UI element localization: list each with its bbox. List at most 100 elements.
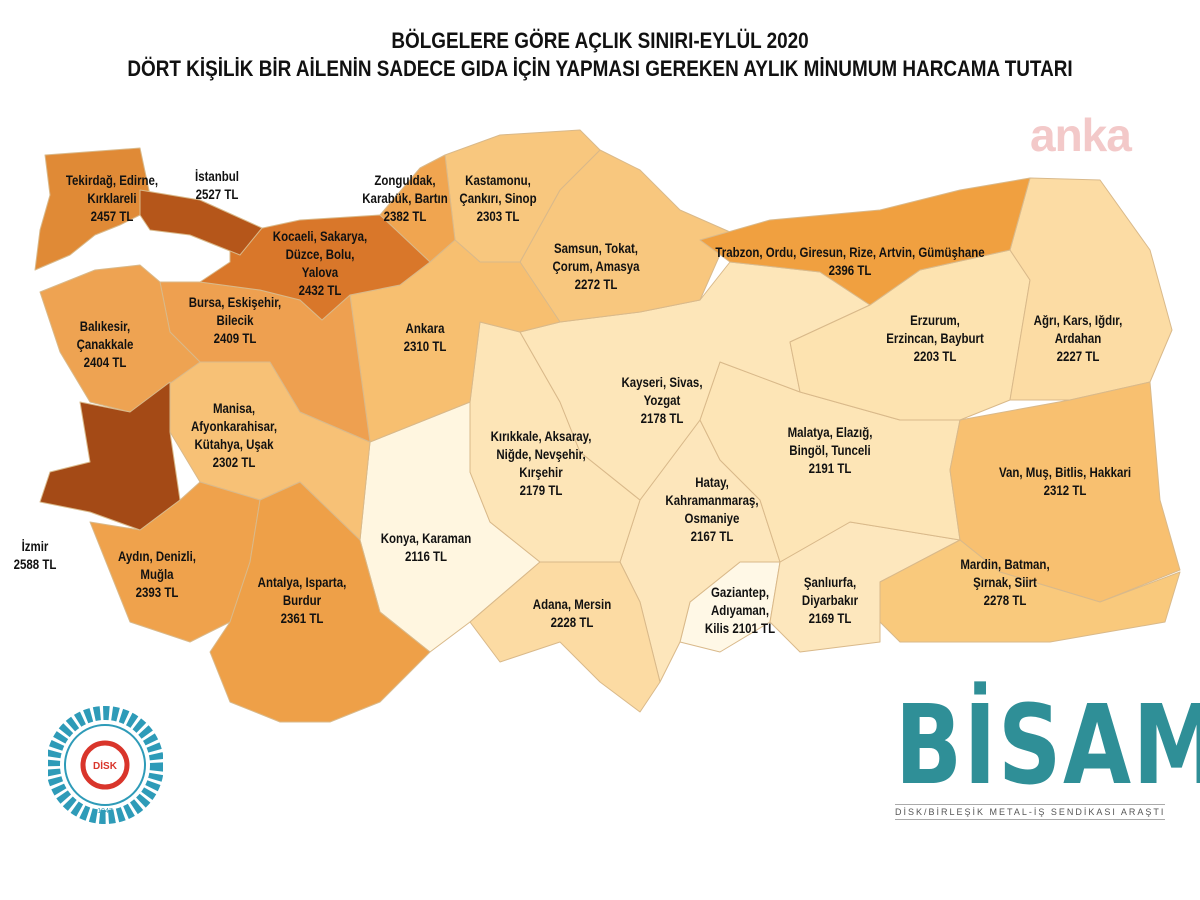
region-name-line: Van, Muş, Bitlis, Hakkari: [998, 465, 1132, 480]
region-name-line: Kastamonu,: [465, 173, 531, 188]
region-name-line: Niğde, Nevşehir,: [496, 447, 586, 462]
region-name-line: Konya, Karaman: [380, 531, 472, 546]
region-name-line: Kütahya, Uşak: [194, 437, 274, 452]
region-label-hatay: Hatay, Kahramanmaraş, Osmaniye 2167 TL: [665, 474, 758, 546]
region-label-kocaeli: Kocaeli, Sakarya, Düzce, Bolu, Yalova 2432 …: [273, 228, 367, 300]
region-label-istanbul: İstanbul 2527 TL: [195, 168, 239, 204]
region-name-line: Kilis 2101 TL: [704, 621, 776, 636]
region-name-line: Trabzon, Ordu, Giresun, Rize, Artvin, Gü…: [715, 245, 985, 260]
region-label-adana: Adana, Mersin 2228 TL: [533, 596, 611, 632]
region-van: [949, 381, 1181, 603]
region-istanbul: [139, 189, 263, 256]
region-name-line: Kocaeli, Sakarya,: [272, 229, 368, 244]
bisam-logo: BİSAM DİSK/BİRLEŞİK METAL-İŞ SENDİKASI A…: [895, 690, 1200, 830]
region-name-line: Manisa,: [212, 401, 256, 416]
region-name-line: Aydın, Denizli,: [117, 549, 197, 564]
region-label-samsun: Samsun, Tokat, Çorum, Amasya 2272 TL: [553, 240, 640, 294]
region-value: 2191 TL: [808, 461, 852, 476]
map-subtitle: DÖRT KİŞİLİK BİR AİLENİN SADECE GIDA İÇİ…: [127, 56, 1073, 81]
region-name-line: Tekirdağ, Edirne,: [65, 173, 159, 188]
region-value: 2393 TL: [135, 585, 179, 600]
region-name-line: Yozgat: [643, 393, 681, 408]
map-title: BÖLGELERE GÖRE AÇLIK SINIRI-EYLÜL 2020: [391, 28, 809, 53]
region-name-line: Kahramanmaraş,: [665, 493, 759, 508]
region-name-line: Karabük, Bartın: [362, 191, 448, 206]
region-label-van: Van, Muş, Bitlis, Hakkari 2312 TL: [999, 464, 1131, 500]
region-name-line: Ağrı, Kars, Iğdır,: [1033, 313, 1123, 328]
region-label-kayseri: Kayseri, Sivas, Yozgat 2178 TL: [621, 374, 702, 428]
region-label-malatya: Malatya, Elazığ, Bingöl, Tunceli 2191 TL: [788, 424, 873, 478]
region-value: 2457 TL: [90, 209, 134, 224]
region-value: 2396 TL: [828, 263, 872, 278]
region-name-line: Yalova: [301, 265, 339, 280]
region-name-line: Kırıkkale, Aksaray,: [490, 429, 592, 444]
region-name-line: Şırnak, Siirt: [973, 575, 1037, 590]
region-name-line: Osmaniye: [684, 511, 740, 526]
region-kocaeli: [199, 214, 431, 321]
region-label-antalya: Antalya, Isparta, Burdur 2361 TL: [258, 574, 347, 628]
region-name-line: Afyonkarahisar,: [190, 419, 278, 434]
region-name-line: Çorum, Amasya: [552, 259, 640, 274]
region-label-konya: Konya, Karaman 2116 TL: [381, 530, 472, 566]
region-label-gaziantep: Gaziantep, Adıyaman, Kilis 2101 TL: [705, 584, 775, 638]
region-value: 2310 TL: [403, 339, 447, 354]
disk-logo: DİSK 1947: [48, 706, 163, 824]
svg-text:DİSK: DİSK: [93, 759, 118, 772]
region-name-line: Balıkesir,: [79, 319, 131, 334]
region-name-line: Bilecik: [216, 313, 254, 328]
region-value: 2167 TL: [690, 529, 734, 544]
region-label-balikesir: Balıkesir, Çanakkale 2404 TL: [77, 318, 134, 372]
region-label-sanliurfa: Şanlıurfa, Diyarbakır 2169 TL: [802, 574, 858, 628]
region-trabzon: [699, 177, 1031, 306]
bisam-subtitle: DİSK/BİRLEŞİK METAL-İŞ SENDİKASI ARAŞTIR…: [895, 804, 1165, 820]
region-value: 2227 TL: [1056, 349, 1100, 364]
region-name-line: Diyarbakır: [801, 593, 859, 608]
region-name-line: Hatay,: [695, 475, 729, 490]
region-value: 2178 TL: [640, 411, 684, 426]
region-name-line: Çanakkale: [76, 337, 134, 352]
anka-watermark: anka: [1030, 109, 1132, 161]
region-value: 2361 TL: [280, 611, 324, 626]
region-name-line: Erzincan, Bayburt: [886, 331, 984, 346]
region-value: 2409 TL: [213, 331, 257, 346]
region-value: 2312 TL: [1043, 483, 1087, 498]
region-name-line: Çankırı, Sinop: [459, 191, 537, 206]
region-label-kirikkale: Kırıkkale, Aksaray, Niğde, Nevşehir, Kırşe…: [491, 428, 592, 500]
region-label-agri: Ağrı, Kars, Iğdır, Ardahan 2227 TL: [1034, 312, 1123, 366]
region-label-tekirdag: Tekirdağ, Edirne, Kırklareli 2457 TL: [66, 172, 158, 226]
region-label-izmir: İzmir 2588 TL: [14, 538, 57, 574]
region-tekirdag: [34, 147, 151, 271]
region-label-ankara: Ankara 2310 TL: [404, 320, 447, 356]
region-name-line: İzmir: [21, 539, 49, 554]
region-label-kastamonu: Kastamonu, Çankırı, Sinop 2303 TL: [459, 172, 536, 226]
region-name-line: Muğla: [140, 567, 174, 582]
region-value: 2404 TL: [83, 355, 127, 370]
region-value: 2116 TL: [404, 549, 448, 564]
region-name-line: Kırklareli: [87, 191, 137, 206]
region-name-line: Bingöl, Tunceli: [789, 443, 871, 458]
region-name-line: Erzurum,: [910, 313, 960, 328]
region-mardin: [879, 539, 1181, 643]
region-name-line: Gaziantep,: [710, 585, 770, 600]
region-value: 2432 TL: [298, 283, 342, 298]
region-label-manisa: Manisa, Afyonkarahisar, Kütahya, Uşak 2302 …: [191, 400, 277, 472]
region-name-line: Ardahan: [1054, 331, 1102, 346]
region-value: 2203 TL: [913, 349, 957, 364]
region-adana: [469, 561, 661, 713]
region-label-mardin: Mardin, Batman, Şırnak, Siirt 2278 TL: [960, 556, 1049, 610]
region-name-line: Kayseri, Sivas,: [621, 375, 703, 390]
region-value: 2588 TL: [13, 557, 57, 572]
region-label-aydin: Aydın, Denizli, Muğla 2393 TL: [118, 548, 196, 602]
region-name-line: Adana, Mersin: [532, 597, 612, 612]
region-name-line: Malatya, Elazığ,: [787, 425, 873, 440]
region-name-line: Düzce, Bolu,: [285, 247, 355, 262]
region-name-line: Şanlıurfa,: [803, 575, 857, 590]
region-balikesir: [39, 264, 201, 413]
region-izmir: [39, 381, 181, 531]
region-name-line: Kırşehir: [519, 465, 563, 480]
region-value: 2303 TL: [476, 209, 520, 224]
region-value: 2228 TL: [550, 615, 594, 630]
region-label-erzurum: Erzurum, Erzincan, Bayburt 2203 TL: [886, 312, 984, 366]
region-value: 2302 TL: [212, 455, 256, 470]
region-antalya: [209, 481, 431, 723]
